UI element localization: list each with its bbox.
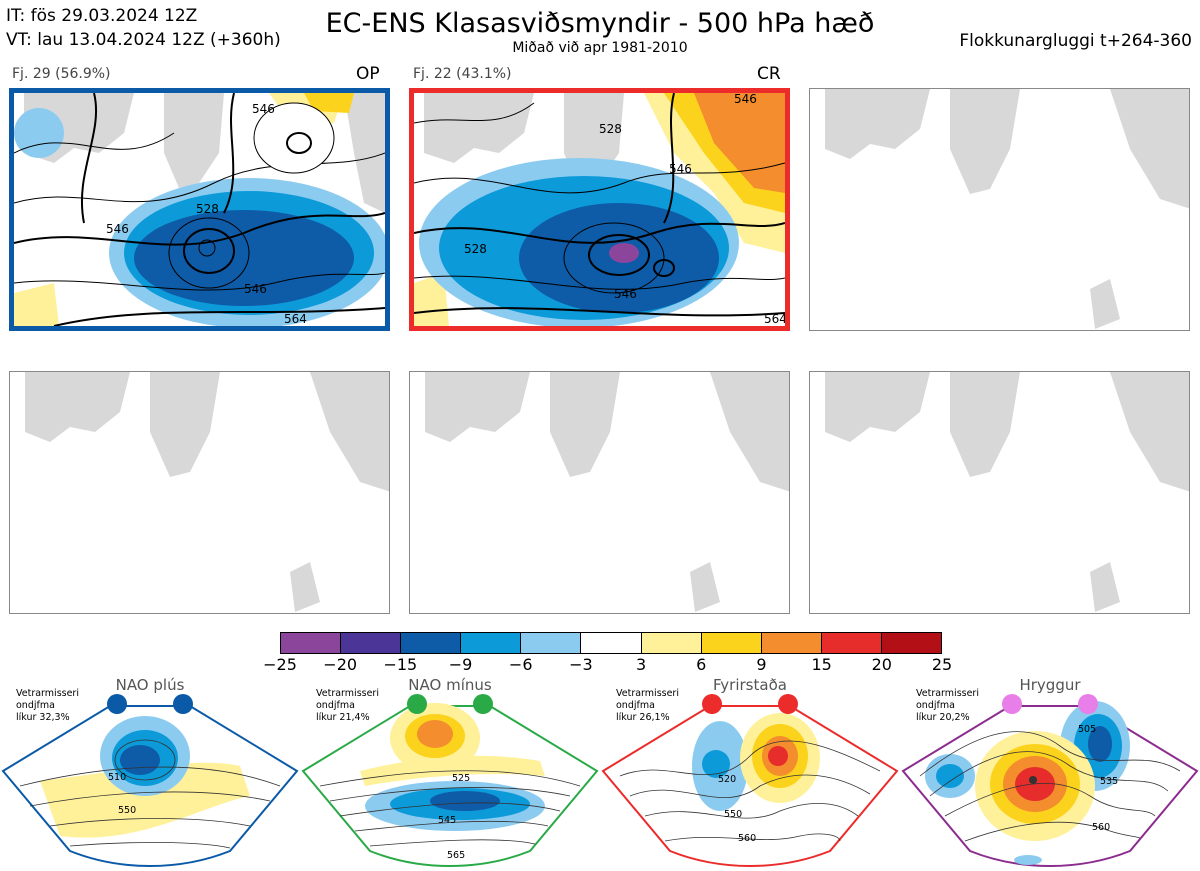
contour-label: 546 [734, 93, 757, 106]
cluster-1-tag: OP [356, 64, 380, 84]
cluster-map-2: 528 528 546 546 564 546 [409, 88, 790, 331]
regime-note: Vetrarmisseri ondjfma líkur 26,1% [616, 688, 679, 723]
regime-marker-dot [407, 694, 427, 714]
colorbar-swatch [341, 633, 402, 653]
regime-nao-plus: 510 550 NAO plús Vetrarmisseri ondjfma lík… [0, 676, 300, 871]
colorbar-swatch [701, 633, 762, 653]
regime-marker-dot [473, 694, 493, 714]
regime-title: Hryggur [1019, 676, 1081, 694]
colorbar-tick-label: 20 [871, 655, 892, 674]
regime-contour-label: 520 [718, 774, 736, 785]
colorbar-tick-label: −9 [448, 655, 473, 674]
initial-time: IT: fös 29.03.2024 12Z [6, 6, 198, 26]
contour-label: 546 [614, 287, 637, 301]
colorbar-tick-label: −15 [383, 655, 418, 674]
colorbar-swatch [761, 633, 822, 653]
contour-label: 564 [764, 312, 785, 326]
regime-contour-label: 525 [452, 773, 470, 784]
contour-label: 546 [669, 162, 692, 176]
regime-blocking: 520 550 560 Fyrirstaða Vetrarmisseri ondj… [600, 676, 900, 871]
colorbar-swatch [521, 633, 582, 653]
regime-marker-dot [702, 694, 722, 714]
contour-label: 546 [252, 102, 275, 116]
colorbar-tick-label: 25 [931, 655, 953, 674]
cluster-1-label: Fj. 29 (56.9%) [12, 66, 111, 82]
regime-note: Vetrarmisseri ondjfma líkur 32,3% [16, 688, 79, 723]
valid-time: VT: lau 13.04.2024 12Z (+360h) [6, 30, 281, 50]
regime-marker-dot [107, 694, 127, 714]
colorbar-tick-label: −25 [263, 655, 297, 674]
cluster-map-6 [809, 371, 1190, 614]
cluster-map-1: 528 546 546 564 546 [9, 88, 390, 331]
colorbar-swatch [881, 633, 942, 653]
colorbar-tick-label: −3 [569, 655, 593, 674]
page-title: EC-ENS Klasasviðsmyndir - 500 hPa hæð [325, 8, 875, 39]
colorbar-swatch [821, 633, 882, 653]
regime-title: NAO mínus [408, 676, 492, 694]
page-subtitle: Miðað við apr 1981-2010 [512, 40, 688, 56]
contour-label: 528 [196, 202, 219, 216]
contour-label: 546 [244, 282, 267, 296]
colorbar-tick-label: 15 [811, 655, 832, 674]
colorbar-swatch [581, 633, 642, 653]
contour-label: 528 [464, 242, 487, 256]
colorbar-swatch [401, 633, 462, 653]
regime-contour-label: 505 [1078, 724, 1096, 735]
colorbar-tick-label: −6 [508, 655, 533, 674]
regime-contour-label: 560 [738, 833, 756, 844]
colorbar-swatch [461, 633, 522, 653]
regime-note: Vetrarmisseri ondjfma líkur 20,2% [916, 688, 979, 723]
header-info: IT: fös 29.03.2024 12Z VT: lau 13.04.202… [6, 4, 281, 52]
clustering-window: Flokkunargluggi t+264-360 [959, 31, 1192, 51]
regime-contour-label: 550 [724, 809, 742, 820]
regime-contour-label: 550 [118, 805, 136, 816]
regime-note: Vetrarmisseri ondjfma líkur 21,4% [316, 688, 379, 723]
regime-nao-minus: 525 545 565 NAO mínus Vetrarmisseri ondjf… [300, 676, 600, 871]
anomaly-colorbar [280, 632, 942, 654]
contour-label: 528 [599, 122, 622, 136]
regime-contour-label: 535 [1100, 776, 1118, 787]
regime-marker-dot [1002, 694, 1022, 714]
regime-contour-label: 560 [1092, 822, 1110, 833]
regime-ridge: 505 535 560 Hryggur Vetrarmisseri ondjfma… [900, 676, 1200, 871]
colorbar-swatch [641, 633, 702, 653]
colorbar-swatch [281, 633, 342, 653]
regime-contour-label: 510 [108, 772, 126, 783]
cluster-map-3 [809, 88, 1190, 331]
regime-contour-label: 565 [447, 850, 465, 861]
regime-marker-dot [778, 694, 798, 714]
cluster-map-4 [9, 371, 390, 614]
contour-label: 546 [106, 222, 129, 236]
cluster-2-tag: CR [757, 64, 781, 84]
colorbar-tick-label: 9 [756, 655, 767, 674]
colorbar-tick-label: −20 [323, 655, 358, 674]
regime-contour-label: 545 [438, 815, 456, 826]
regime-title: NAO plús [115, 676, 185, 694]
colorbar-tick-label: 3 [635, 655, 647, 674]
regime-title: Fyrirstaða [713, 676, 787, 694]
cluster-map-5 [409, 371, 790, 614]
contour-label: 564 [284, 312, 307, 326]
colorbar-tick-label: 6 [696, 655, 707, 674]
regime-marker-dot [1078, 694, 1098, 714]
regime-marker-dot [173, 694, 193, 714]
cluster-2-label: Fj. 22 (43.1%) [413, 66, 512, 82]
